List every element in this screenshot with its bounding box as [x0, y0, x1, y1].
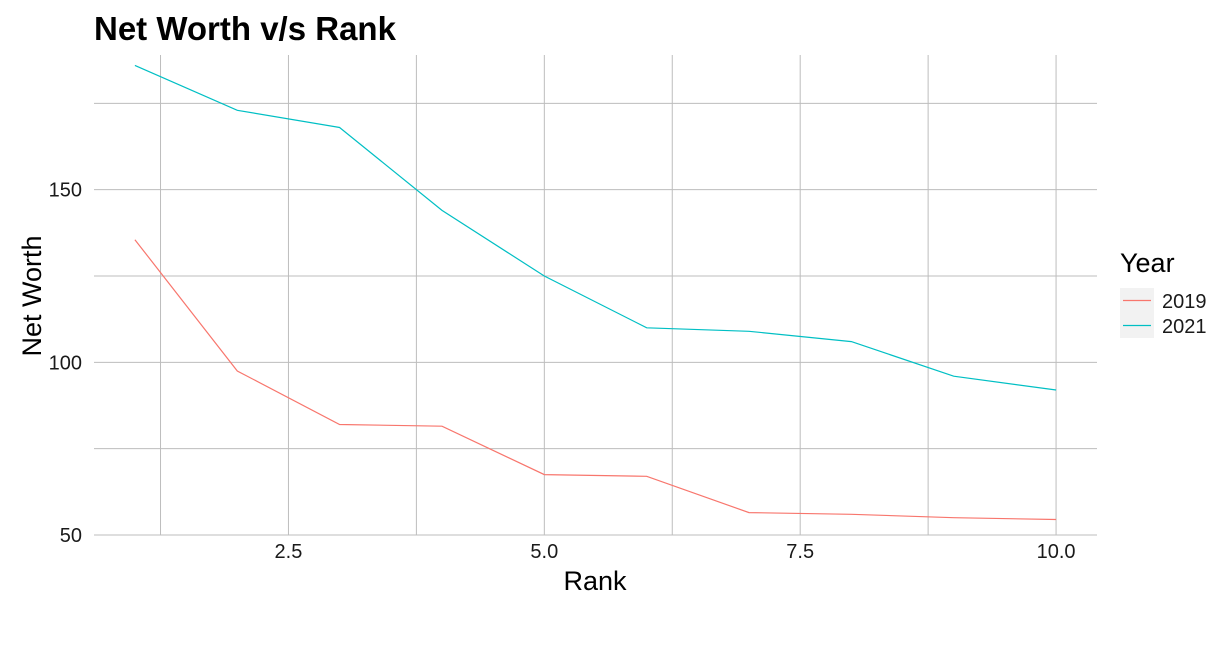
- x-tick-label: 2.5: [275, 541, 303, 563]
- y-tick-label: 150: [49, 180, 82, 202]
- legend-title: Year: [1120, 248, 1175, 278]
- series-line-2021: [134, 64, 1057, 391]
- x-tick-label: 7.5: [786, 541, 814, 563]
- x-axis-ticks: 2.5 5.0 7.5 10.0: [275, 541, 1076, 563]
- y-axis-ticks: 50 100 150: [49, 180, 82, 547]
- series-line-2019: [134, 239, 1057, 521]
- x-axis-title: Rank: [563, 566, 627, 596]
- legend: Year 2019 2021: [1120, 248, 1207, 338]
- legend-label-2021: 2021: [1162, 316, 1207, 338]
- y-axis-title: Net Worth: [17, 235, 47, 356]
- x-tick-label: 10.0: [1037, 541, 1076, 563]
- series-lines: [134, 64, 1057, 521]
- chart-title: Net Worth v/s Rank: [94, 10, 397, 47]
- y-tick-label: 100: [49, 352, 82, 374]
- legend-label-2019: 2019: [1162, 291, 1207, 313]
- y-tick-label: 50: [60, 525, 82, 547]
- grid: [94, 55, 1097, 536]
- x-tick-label: 5.0: [530, 541, 558, 563]
